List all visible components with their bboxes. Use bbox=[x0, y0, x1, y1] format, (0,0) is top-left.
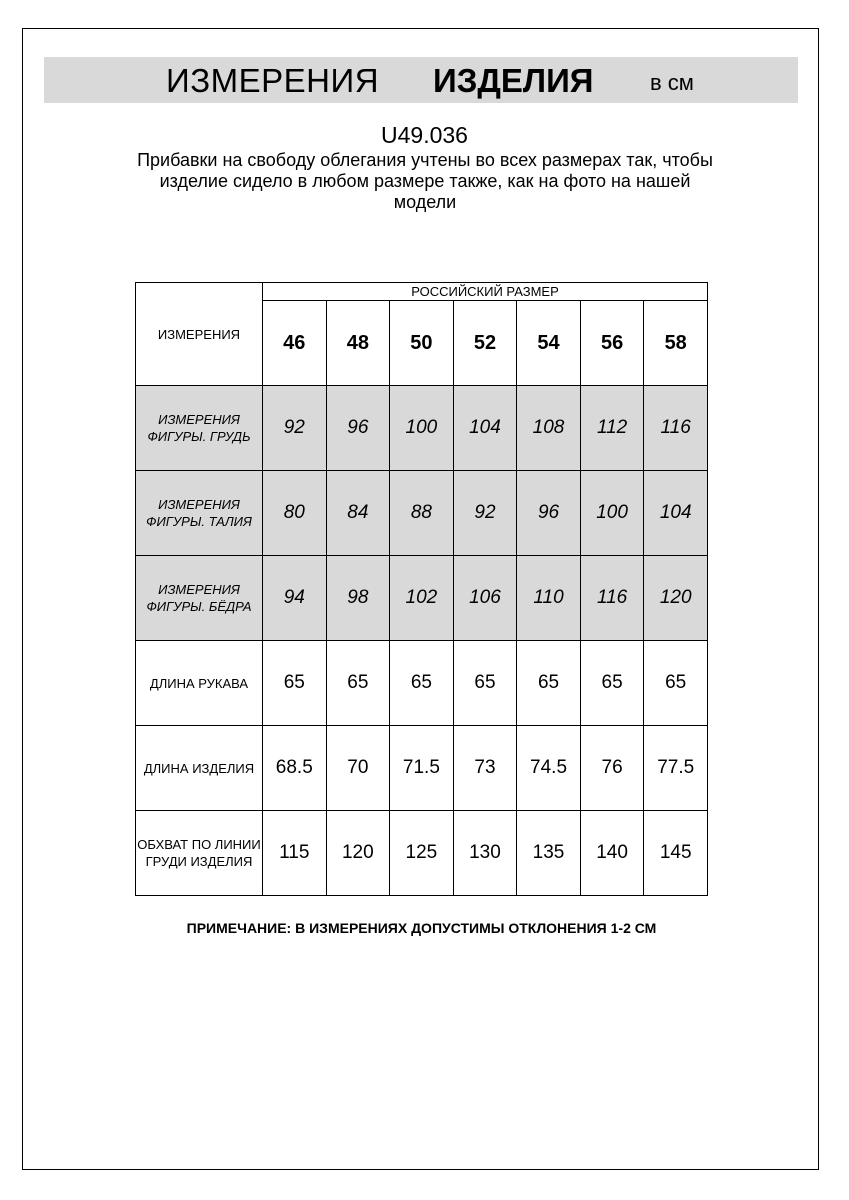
table-cell: 112 bbox=[579, 385, 645, 471]
table-cell: 120 bbox=[325, 810, 391, 896]
table-cell: 88 bbox=[389, 470, 454, 556]
table-cell: 115 bbox=[262, 810, 327, 896]
table-cell: 65 bbox=[325, 640, 391, 726]
table-cell: 140 bbox=[579, 810, 645, 896]
title-unit: в см bbox=[650, 70, 694, 95]
table-cell: 106 bbox=[452, 555, 518, 641]
table-cell: 92 bbox=[262, 385, 327, 471]
table-row: ИЗМЕРЕНИЯ ФИГУРЫ. ТАЛИЯ 80 84 88 92 96 100 104 bbox=[135, 470, 708, 556]
table-cell: 104 bbox=[643, 470, 708, 556]
product-code: U49.036 bbox=[381, 122, 468, 148]
table-cell: 71.5 bbox=[389, 725, 454, 811]
size-header: 56 bbox=[579, 300, 645, 386]
table-cell: 102 bbox=[389, 555, 454, 641]
title-bar bbox=[44, 57, 798, 103]
table-cell: 108 bbox=[516, 385, 581, 471]
table-cell: 92 bbox=[452, 470, 518, 556]
size-header: 48 bbox=[325, 300, 391, 386]
row-label: ИЗМЕРЕНИЯ ФИГУРЫ. БЁДРА bbox=[135, 555, 263, 641]
size-header: 50 bbox=[389, 300, 454, 386]
table-row: ОБХВАТ ПО ЛИНИИ ГРУДИ ИЗДЕЛИЯ 115 120 125 13… bbox=[135, 810, 708, 896]
title-product: ИЗДЕЛИЯ bbox=[433, 62, 594, 99]
corner-label: ИЗМЕРЕНИЯ bbox=[135, 282, 263, 386]
table-cell: 100 bbox=[389, 385, 454, 471]
table-cell: 84 bbox=[325, 470, 391, 556]
table-cell: 76 bbox=[579, 725, 645, 811]
row-label: ОБХВАТ ПО ЛИНИИ ГРУДИ ИЗДЕЛИЯ bbox=[135, 810, 263, 896]
table-cell: 73 bbox=[452, 725, 518, 811]
table-cell: 116 bbox=[643, 385, 708, 471]
size-header: 52 bbox=[452, 300, 518, 386]
table-cell: 130 bbox=[452, 810, 518, 896]
table-cell: 110 bbox=[516, 555, 581, 641]
page-frame bbox=[22, 28, 819, 1170]
table-cell: 65 bbox=[389, 640, 454, 726]
size-header: 54 bbox=[516, 300, 581, 386]
table-cell: 77.5 bbox=[643, 725, 708, 811]
size-group-label: РОССИЙСКИЙ РАЗМЕР bbox=[262, 282, 708, 301]
table-cell: 104 bbox=[452, 385, 518, 471]
table-cell: 125 bbox=[389, 810, 454, 896]
row-label: ДЛИНА ИЗДЕЛИЯ bbox=[135, 725, 263, 811]
table-cell: 94 bbox=[262, 555, 327, 641]
table-cell: 98 bbox=[325, 555, 391, 641]
row-label: ДЛИНА РУКАВА bbox=[135, 640, 263, 726]
table-cell: 65 bbox=[579, 640, 645, 726]
title-measurements: ИЗМЕРЕНИЯ bbox=[166, 62, 380, 99]
table-cell: 135 bbox=[516, 810, 581, 896]
row-label: ИЗМЕРЕНИЯ ФИГУРЫ. ТАЛИЯ bbox=[135, 470, 263, 556]
table-cell: 100 bbox=[579, 470, 645, 556]
table-cell: 70 bbox=[325, 725, 391, 811]
table-cell: 80 bbox=[262, 470, 327, 556]
table-cell: 96 bbox=[516, 470, 581, 556]
row-label: ИЗМЕРЕНИЯ ФИГУРЫ. ГРУДЬ bbox=[135, 385, 263, 471]
table-cell: 65 bbox=[452, 640, 518, 726]
table-cell: 74.5 bbox=[516, 725, 581, 811]
table-cell: 145 bbox=[643, 810, 708, 896]
table-row: ДЛИНА РУКАВА 65 65 65 65 65 65 65 bbox=[135, 640, 708, 726]
table-cell: 96 bbox=[325, 385, 391, 471]
size-header: 58 bbox=[643, 300, 708, 386]
table-cell: 65 bbox=[516, 640, 581, 726]
table-cell: 120 bbox=[643, 555, 708, 641]
table-cell: 65 bbox=[262, 640, 327, 726]
description: Прибавки на свободу облегания учтены во … bbox=[137, 150, 713, 212]
table-row: ИЗМЕРЕНИЯ ФИГУРЫ. БЁДРА 94 98 102 106 110 116 1… bbox=[135, 555, 708, 641]
table-cell: 116 bbox=[579, 555, 645, 641]
size-table: ИЗМЕРЕНИЯ РОССИЙСКИЙ РАЗМЕР 46 48 50 52 54 56… bbox=[135, 282, 708, 896]
table-row: ДЛИНА ИЗДЕЛИЯ 68.5 70 71.5 73 74.5 76 77.5 bbox=[135, 725, 708, 811]
size-header: 46 bbox=[262, 300, 327, 386]
note: ПРИМЕЧАНИЕ: В ИЗМЕРЕНИЯХ ДОПУСТИМЫ ОТКЛО… bbox=[186, 920, 657, 936]
table-row: ИЗМЕРЕНИЯ ФИГУРЫ. ГРУДЬ 92 96 100 104 108 112 1… bbox=[135, 385, 708, 471]
table-cell: 65 bbox=[643, 640, 708, 726]
table-cell: 68.5 bbox=[262, 725, 327, 811]
